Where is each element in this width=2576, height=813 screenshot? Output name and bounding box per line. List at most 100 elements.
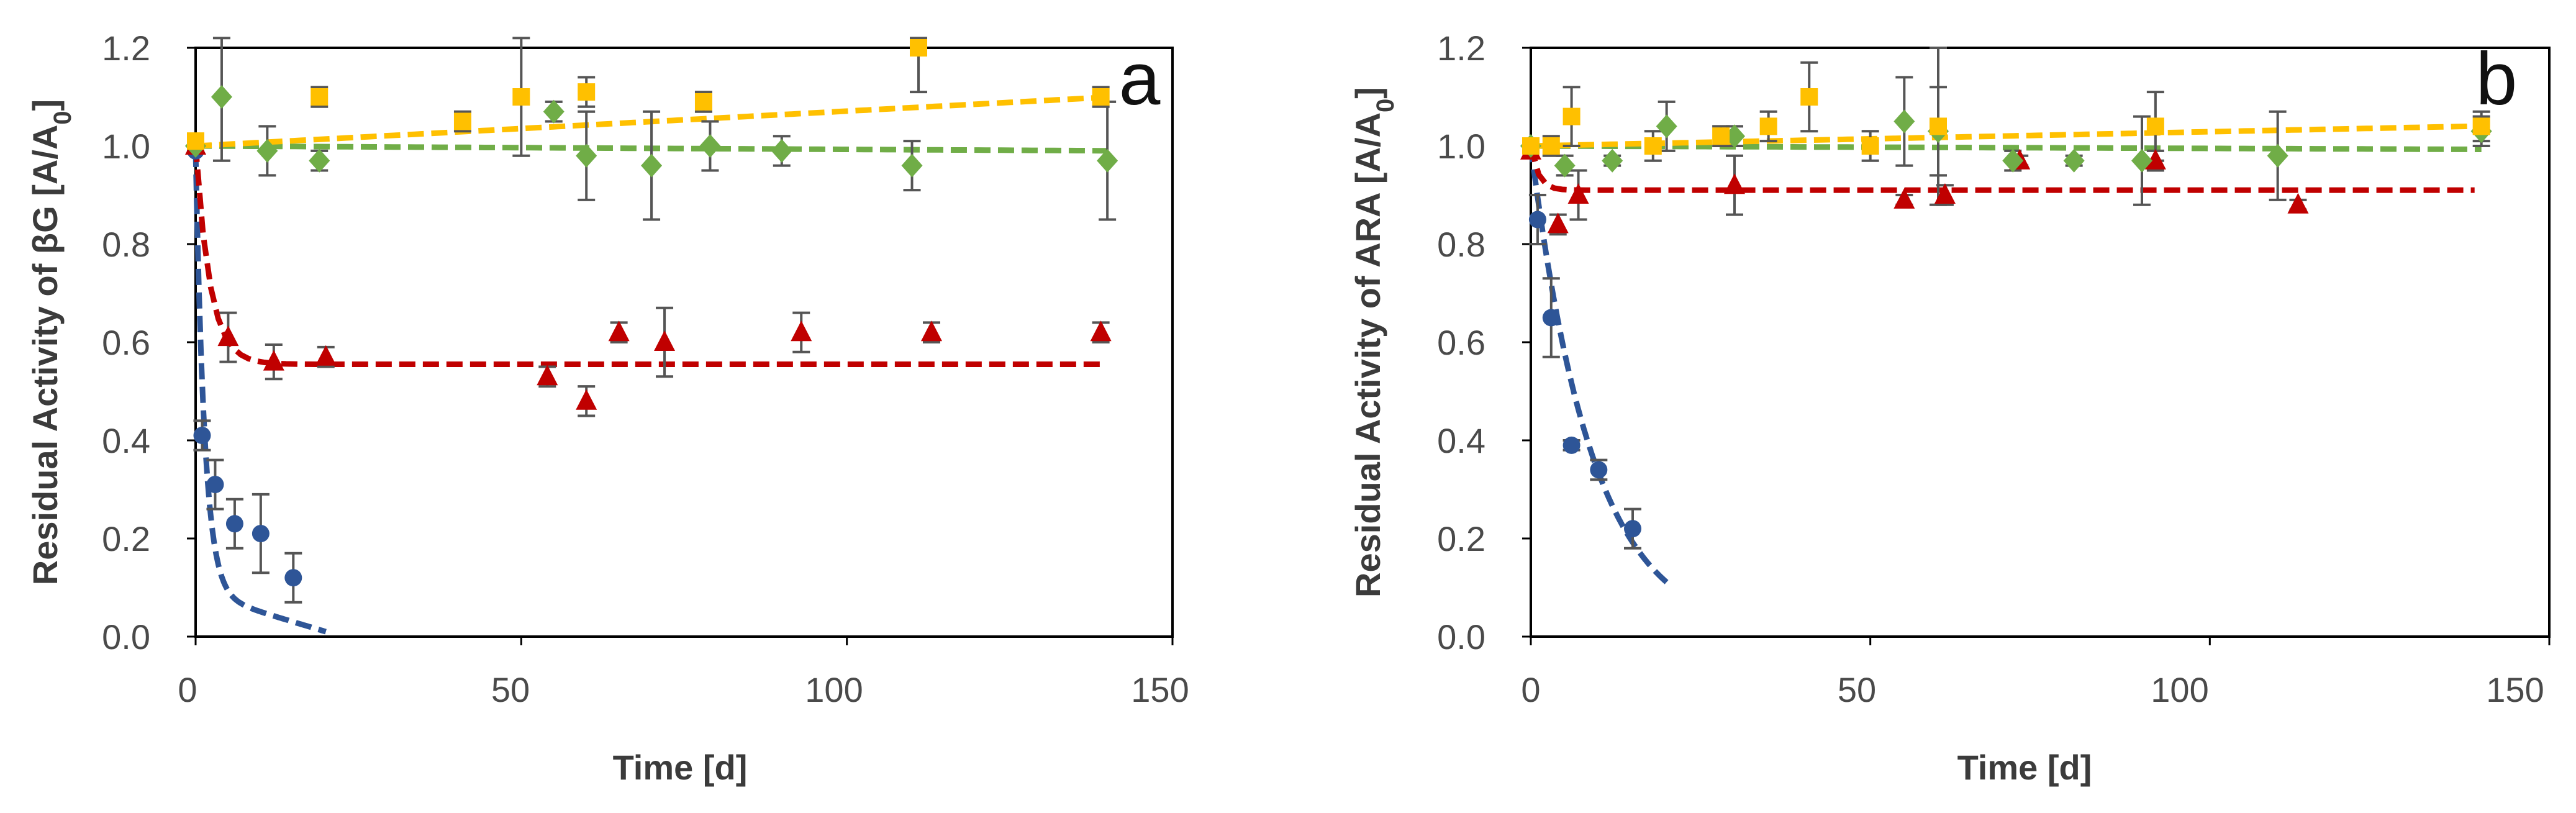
x-tick-label: 150 bbox=[1131, 670, 1189, 709]
data-point-square bbox=[1522, 137, 1540, 155]
x-tick-label: 0 bbox=[178, 670, 197, 709]
y-tick-labels-b: 0.0 0.2 0.4 0.6 0.8 1.0 1.2 bbox=[1437, 29, 1485, 656]
data-point-diamond bbox=[211, 85, 232, 109]
data-point-triangle bbox=[2287, 193, 2309, 214]
y-tick-label: 0.2 bbox=[1437, 519, 1485, 558]
data-point-diamond bbox=[309, 148, 330, 173]
y-tick-label: 1.0 bbox=[1437, 127, 1485, 166]
data-point-triangle bbox=[1893, 188, 1915, 209]
y-tick-label: 0.0 bbox=[1437, 617, 1485, 656]
x-axis-label-a: Time [d] bbox=[613, 748, 748, 787]
chart-panel-a: 0 50 100 150 0.0 0.2 0.4 0.6 0.8 1.0 1.2… bbox=[25, 29, 1189, 787]
data-point-circle bbox=[1562, 436, 1581, 454]
y-axis-label-a: Residual Activity of βG [A/A0] bbox=[25, 99, 76, 585]
y-tick-label: 0.6 bbox=[102, 323, 150, 362]
data-point-square bbox=[578, 83, 596, 101]
data-point-square bbox=[2472, 117, 2490, 135]
y-tick-label: 0.2 bbox=[102, 519, 150, 558]
x-tick-label: 0 bbox=[1521, 670, 1540, 709]
fit-line-red bbox=[193, 145, 1101, 367]
data-point-circle bbox=[1590, 461, 1608, 479]
y-tick-label: 1.2 bbox=[102, 29, 150, 68]
data-point-square bbox=[1542, 137, 1560, 155]
data-point-triangle bbox=[1567, 183, 1589, 204]
x-tick-labels-a: 0 50 100 150 bbox=[178, 670, 1189, 709]
data-point-triangle bbox=[217, 325, 239, 347]
data-point-triangle bbox=[1934, 183, 1956, 204]
fit-line-green bbox=[1531, 143, 2482, 152]
plot-content-a bbox=[185, 37, 1174, 645]
x-tick-label: 100 bbox=[805, 670, 863, 709]
data-point-square bbox=[512, 88, 530, 106]
data-point-square bbox=[187, 132, 204, 150]
plot-area-a bbox=[194, 47, 1174, 638]
data-point-square bbox=[1712, 127, 1730, 145]
data-point-triangle bbox=[537, 365, 558, 386]
fit-line-blue bbox=[193, 150, 327, 635]
data-point-diamond bbox=[1656, 114, 1677, 139]
data-point-diamond bbox=[576, 143, 597, 168]
y-tick-label: 0.8 bbox=[102, 225, 150, 264]
data-point-triangle bbox=[1090, 320, 1112, 342]
x-axis-label-b: Time [d] bbox=[1957, 748, 2092, 787]
fit-line-yellow bbox=[1530, 123, 2482, 149]
data-point-diamond bbox=[543, 99, 565, 124]
y-tick-label: 0.0 bbox=[102, 617, 150, 656]
panel-label-a: a bbox=[1119, 37, 1161, 120]
data-point-circle bbox=[225, 515, 243, 533]
data-point-square bbox=[453, 112, 471, 130]
y-tick-label: 1.0 bbox=[102, 127, 150, 166]
data-point-triangle bbox=[315, 345, 337, 366]
x-tick-label: 100 bbox=[2151, 670, 2208, 709]
data-point-diamond bbox=[2002, 148, 2024, 173]
y-axis-label-b: Residual Activity of ARA [A/A0] bbox=[1348, 87, 1399, 597]
y-tick-labels-a: 0.0 0.2 0.4 0.6 0.8 1.0 1.2 bbox=[102, 29, 150, 656]
data-point-square bbox=[1759, 117, 1777, 135]
data-point-square bbox=[1562, 107, 1581, 125]
data-point-triangle bbox=[2144, 148, 2166, 170]
data-point-circle bbox=[206, 476, 224, 494]
data-point-square bbox=[1861, 137, 1879, 155]
data-point-triangle bbox=[654, 330, 676, 351]
y-tick-label: 0.4 bbox=[1437, 421, 1485, 460]
data-point-triangle bbox=[1724, 173, 1745, 194]
data-point-triangle bbox=[576, 389, 597, 410]
data-point-diamond bbox=[1893, 109, 1915, 134]
data-point-square bbox=[1092, 88, 1110, 106]
y-tick-label: 0.4 bbox=[102, 421, 150, 460]
chart-panel-b: 0 50 100 150 0.0 0.2 0.4 0.6 0.8 1.0 1.2… bbox=[1348, 29, 2551, 787]
data-point-square bbox=[1800, 88, 1818, 106]
data-point-circle bbox=[193, 427, 211, 445]
data-point-square bbox=[311, 88, 329, 106]
x-tick-labels-b: 0 50 100 150 bbox=[1521, 670, 2544, 709]
data-point-triangle bbox=[263, 350, 284, 371]
fit-line-red bbox=[1528, 145, 2475, 193]
x-tick-label: 150 bbox=[2486, 670, 2544, 709]
data-point-square bbox=[1644, 137, 1662, 155]
data-point-triangle bbox=[791, 320, 812, 342]
data-point-diamond bbox=[2063, 148, 2085, 173]
data-point-triangle bbox=[920, 320, 942, 342]
panel-label-b: b bbox=[2476, 37, 2518, 120]
data-point-square bbox=[910, 39, 928, 57]
data-point-diamond bbox=[1554, 153, 1576, 178]
data-point-diamond bbox=[2267, 143, 2288, 168]
data-point-triangle bbox=[608, 320, 630, 342]
x-tick-label: 50 bbox=[1838, 670, 1876, 709]
y-tick-label: 1.2 bbox=[1437, 29, 1485, 68]
y-tick-label: 0.8 bbox=[1437, 225, 1485, 264]
data-point-square bbox=[2146, 117, 2164, 135]
x-tick-label: 50 bbox=[491, 670, 530, 709]
data-point-diamond bbox=[901, 153, 923, 178]
data-point-diamond bbox=[256, 139, 278, 163]
data-point-diamond bbox=[699, 134, 721, 158]
data-point-diamond bbox=[641, 153, 663, 178]
data-point-circle bbox=[284, 569, 302, 587]
data-point-square bbox=[694, 93, 712, 111]
y-tick-label: 0.6 bbox=[1437, 323, 1485, 362]
data-point-square bbox=[1930, 117, 1947, 135]
plot-content-b bbox=[1520, 47, 2551, 645]
data-point-circle bbox=[1624, 520, 1641, 538]
data-point-diamond bbox=[1097, 148, 1118, 173]
